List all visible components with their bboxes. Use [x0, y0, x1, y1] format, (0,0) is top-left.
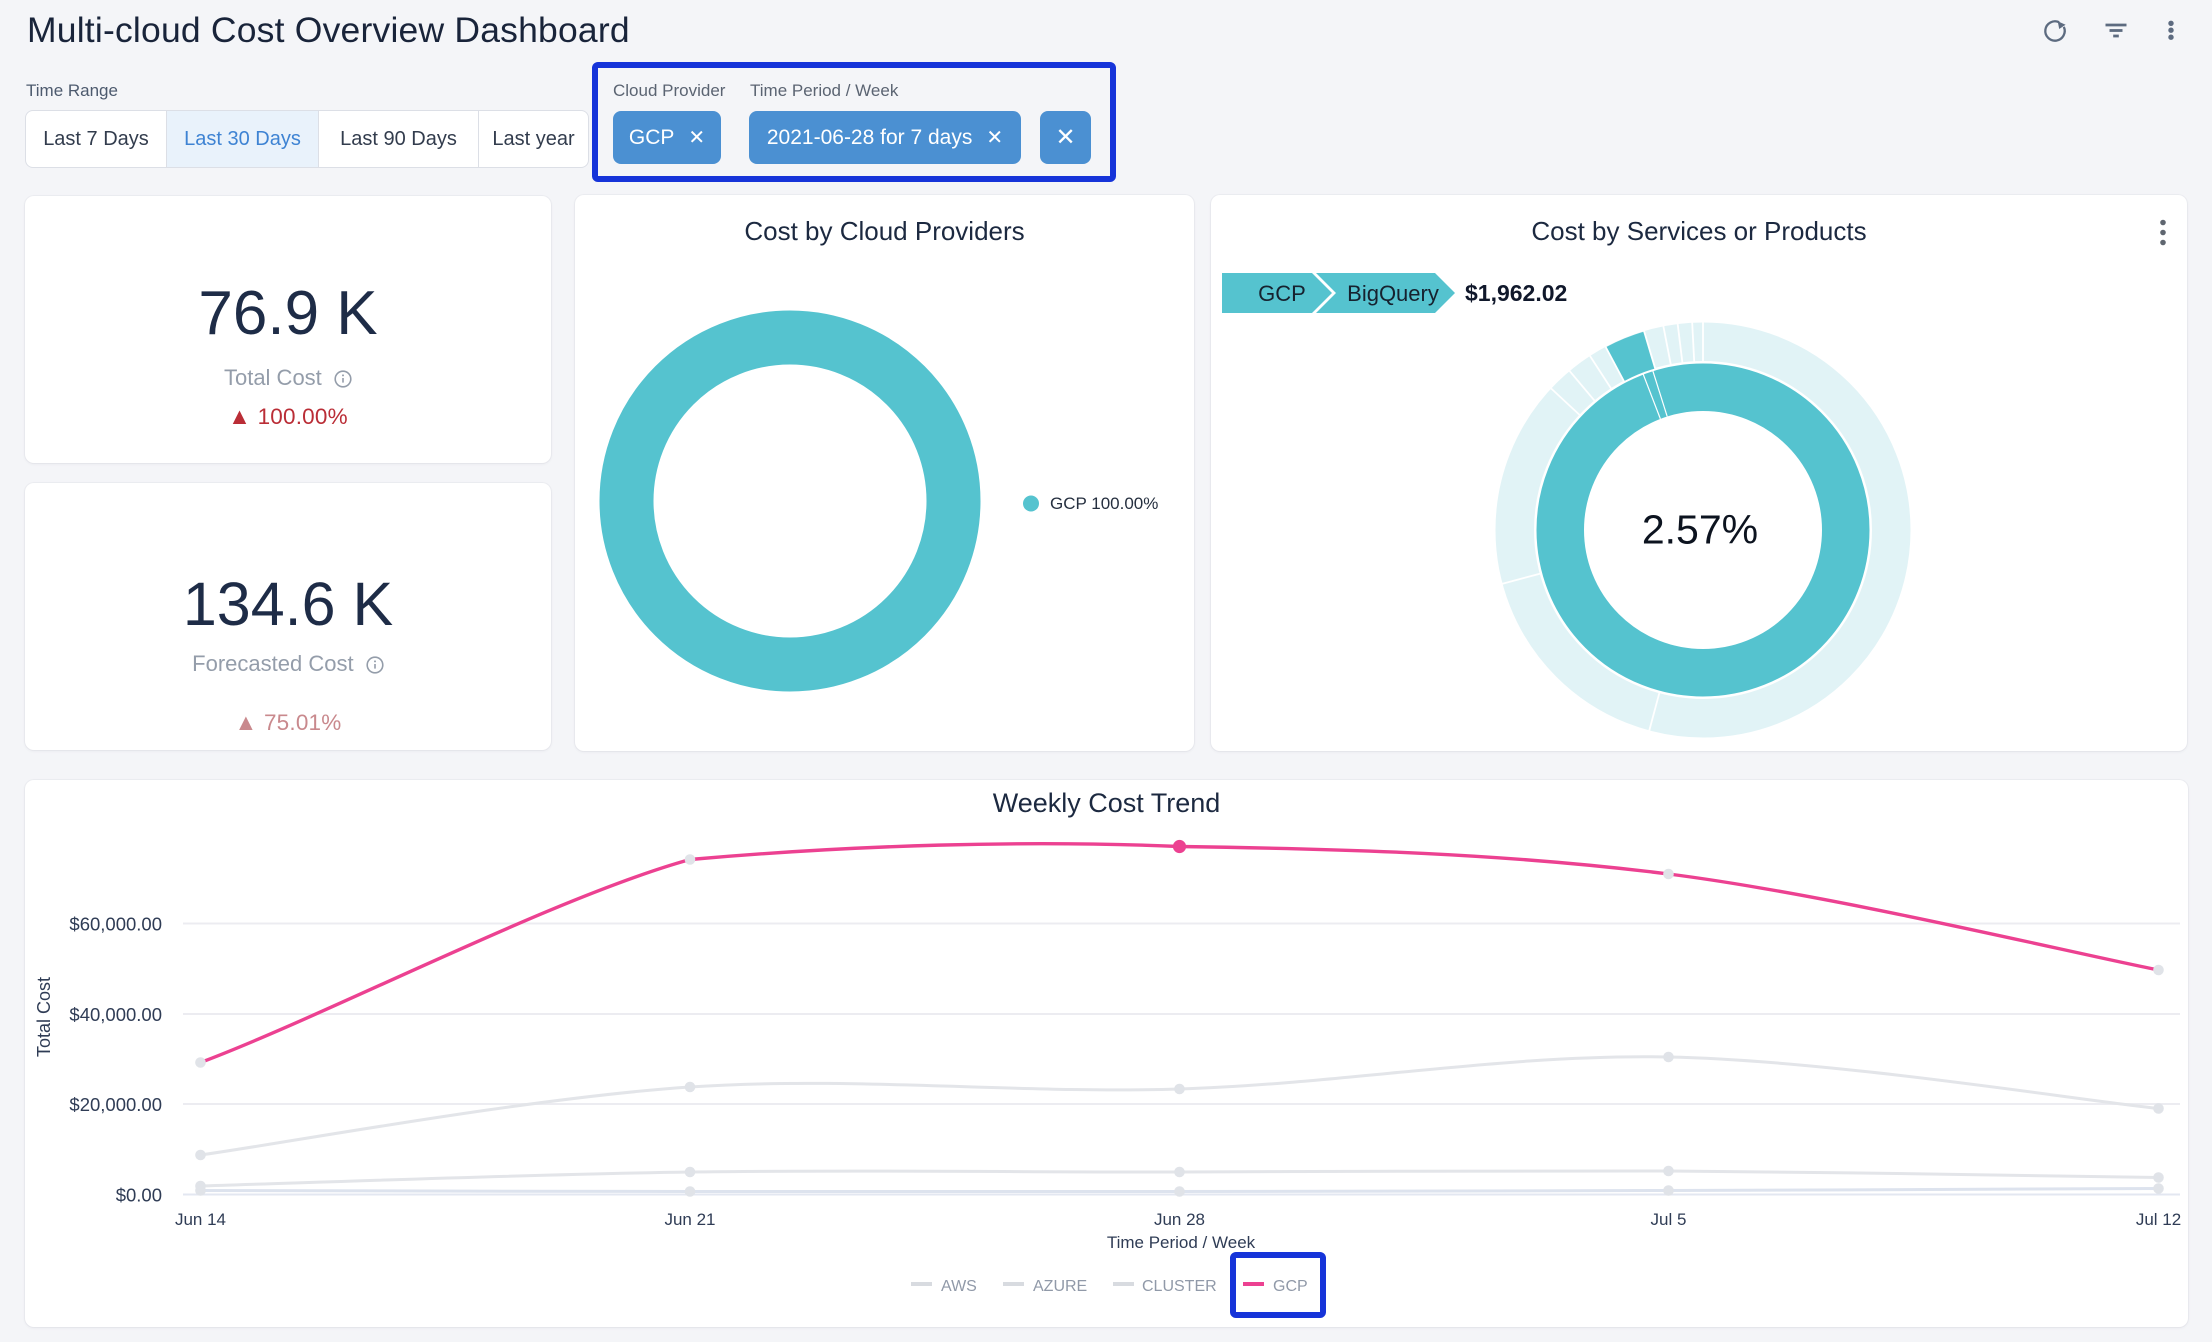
svg-text:GCP: GCP — [1258, 281, 1306, 306]
svg-text:AZURE: AZURE — [1033, 1278, 1087, 1295]
svg-text:Jul 5: Jul 5 — [1651, 1210, 1687, 1229]
svg-text:Time Period / Week: Time Period / Week — [1107, 1233, 1256, 1252]
svg-text:BigQuery: BigQuery — [1347, 281, 1439, 306]
svg-text:$1,962.02: $1,962.02 — [1465, 280, 1567, 306]
svg-text:Jun 28: Jun 28 — [1154, 1210, 1205, 1229]
svg-text:2.57%: 2.57% — [1642, 507, 1758, 553]
svg-text:AWS: AWS — [941, 1278, 977, 1295]
svg-text:Jun 21: Jun 21 — [664, 1210, 715, 1229]
svg-text:$20,000.00: $20,000.00 — [69, 1094, 162, 1115]
svg-text:$60,000.00: $60,000.00 — [69, 914, 162, 935]
svg-text:GCP 100.00%: GCP 100.00% — [1050, 494, 1158, 513]
svg-text:Total Cost: Total Cost — [34, 977, 54, 1057]
svg-text:Jun 14: Jun 14 — [175, 1210, 226, 1229]
svg-text:Jul 12: Jul 12 — [2136, 1210, 2181, 1229]
svg-text:$0.00: $0.00 — [116, 1185, 162, 1206]
svg-text:$40,000.00: $40,000.00 — [69, 1004, 162, 1025]
svg-text:CLUSTER: CLUSTER — [1142, 1278, 1217, 1295]
svg-text:GCP: GCP — [1273, 1278, 1308, 1295]
